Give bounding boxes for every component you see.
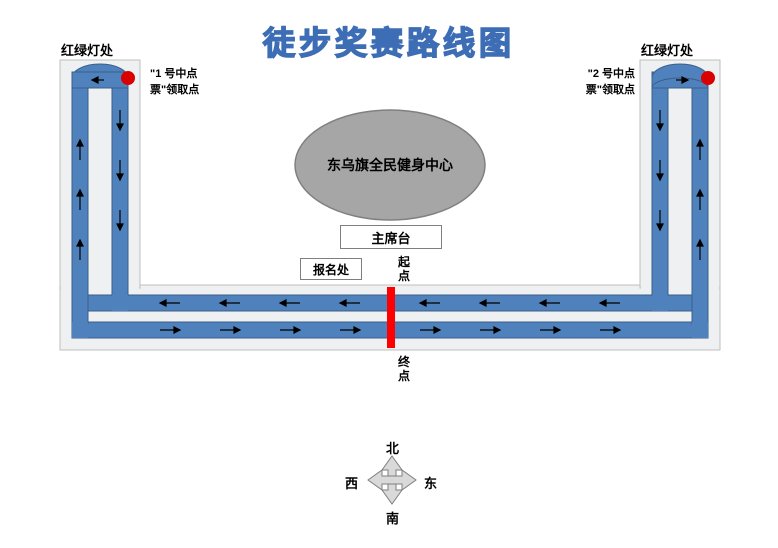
diagram-svg: 东乌旗全民健身中心 xyxy=(0,0,778,548)
right-inner xyxy=(652,72,668,296)
finish-bar xyxy=(387,287,395,348)
route-diagram: { "title": "徒步奖赛路线图", "labels": { "traff… xyxy=(0,0,778,548)
oval-label: 东乌旗全民健身中心 xyxy=(327,157,453,173)
checkpoint1-dot xyxy=(121,71,135,85)
compass xyxy=(368,456,416,504)
checkpoint2-dot xyxy=(701,71,715,85)
left-inner xyxy=(112,72,128,296)
